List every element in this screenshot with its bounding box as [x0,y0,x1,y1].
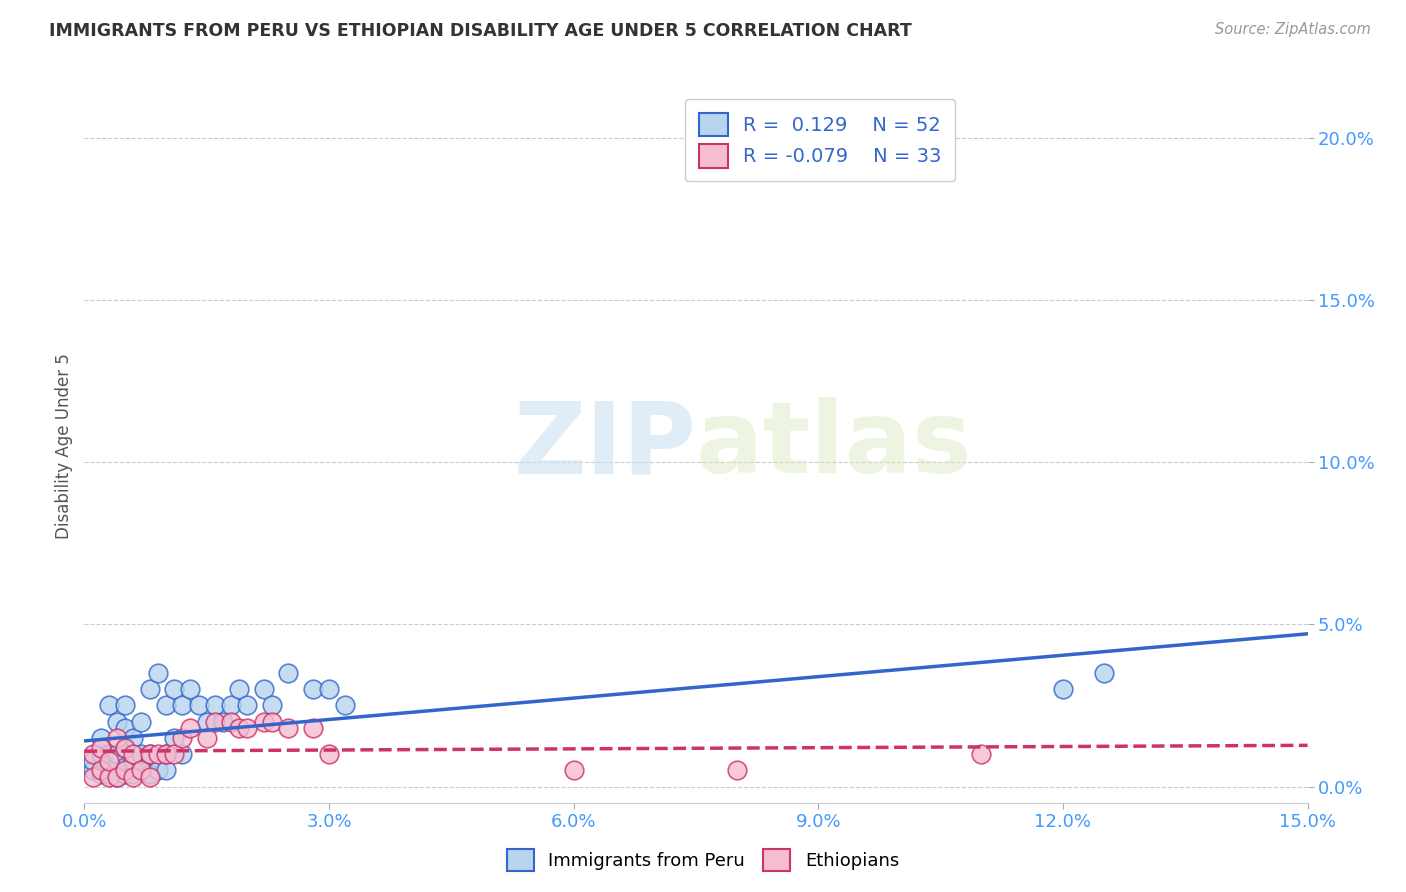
Point [970,747,993,761]
Point [195,714,218,729]
Point [163,731,186,745]
Legend: R =  0.129    N = 52, R = -0.079    N = 33: R = 0.129 N = 52, R = -0.079 N = 33 [685,99,955,181]
Point [138,747,160,761]
Point [131,764,153,778]
Point [228,682,250,697]
Point [163,682,186,697]
Point [172,698,194,713]
Point [172,731,194,745]
Point [82,747,104,761]
Point [163,747,186,761]
Point [335,698,357,713]
Point [131,714,153,729]
Point [277,666,299,681]
Point [138,747,160,761]
Point [97,754,120,768]
Point [82,754,104,768]
Point [138,770,160,784]
Point [97,760,120,774]
Point [97,770,120,784]
Point [114,766,136,780]
Point [105,747,128,761]
Point [204,698,226,713]
Point [105,770,128,784]
Point [219,714,242,729]
Point [318,747,340,761]
Point [236,698,259,713]
Point [122,770,145,784]
Text: atlas: atlas [696,398,973,494]
Point [105,756,128,771]
Point [97,698,120,713]
Point [122,766,145,780]
Point [114,698,136,713]
Point [131,747,153,761]
Point [122,731,145,745]
Legend: Immigrants from Peru, Ethiopians: Immigrants from Peru, Ethiopians [499,842,907,879]
Point [82,770,104,784]
Point [253,682,276,697]
Point [90,764,112,778]
Point [179,682,201,697]
Point [195,731,218,745]
Point [260,714,283,729]
Point [146,764,169,778]
Point [105,770,128,784]
Y-axis label: Disability Age Under 5: Disability Age Under 5 [55,353,73,539]
Point [138,766,160,780]
Point [131,764,153,778]
Point [277,721,299,735]
Point [90,740,112,755]
Point [301,721,323,735]
Point [155,764,177,778]
Text: IMMIGRANTS FROM PERU VS ETHIOPIAN DISABILITY AGE UNDER 5 CORRELATION CHART: IMMIGRANTS FROM PERU VS ETHIOPIAN DISABI… [49,22,912,40]
Point [187,698,209,713]
Point [253,714,276,729]
Point [138,682,160,697]
Point [97,766,120,780]
Point [114,721,136,735]
Point [82,764,104,778]
Point [90,731,112,745]
Point [105,714,128,729]
Point [236,721,259,735]
Point [318,682,340,697]
Point [146,666,169,681]
Point [155,747,177,761]
Point [90,766,112,780]
Point [228,721,250,735]
Point [97,747,120,761]
Text: ZIP: ZIP [513,398,696,494]
Point [301,682,323,697]
Point [90,747,112,761]
Point [1092,666,1115,681]
Point [146,747,169,761]
Point [105,731,128,745]
Point [219,698,242,713]
Point [725,764,748,778]
Point [172,747,194,761]
Point [1052,682,1074,697]
Point [179,721,201,735]
Point [114,740,136,755]
Point [114,760,136,774]
Text: Source: ZipAtlas.com: Source: ZipAtlas.com [1215,22,1371,37]
Point [204,714,226,729]
Point [114,740,136,755]
Point [114,764,136,778]
Point [212,714,235,729]
Point [562,764,585,778]
Point [155,698,177,713]
Point [122,754,145,768]
Point [155,747,177,761]
Point [122,747,145,761]
Point [260,698,283,713]
